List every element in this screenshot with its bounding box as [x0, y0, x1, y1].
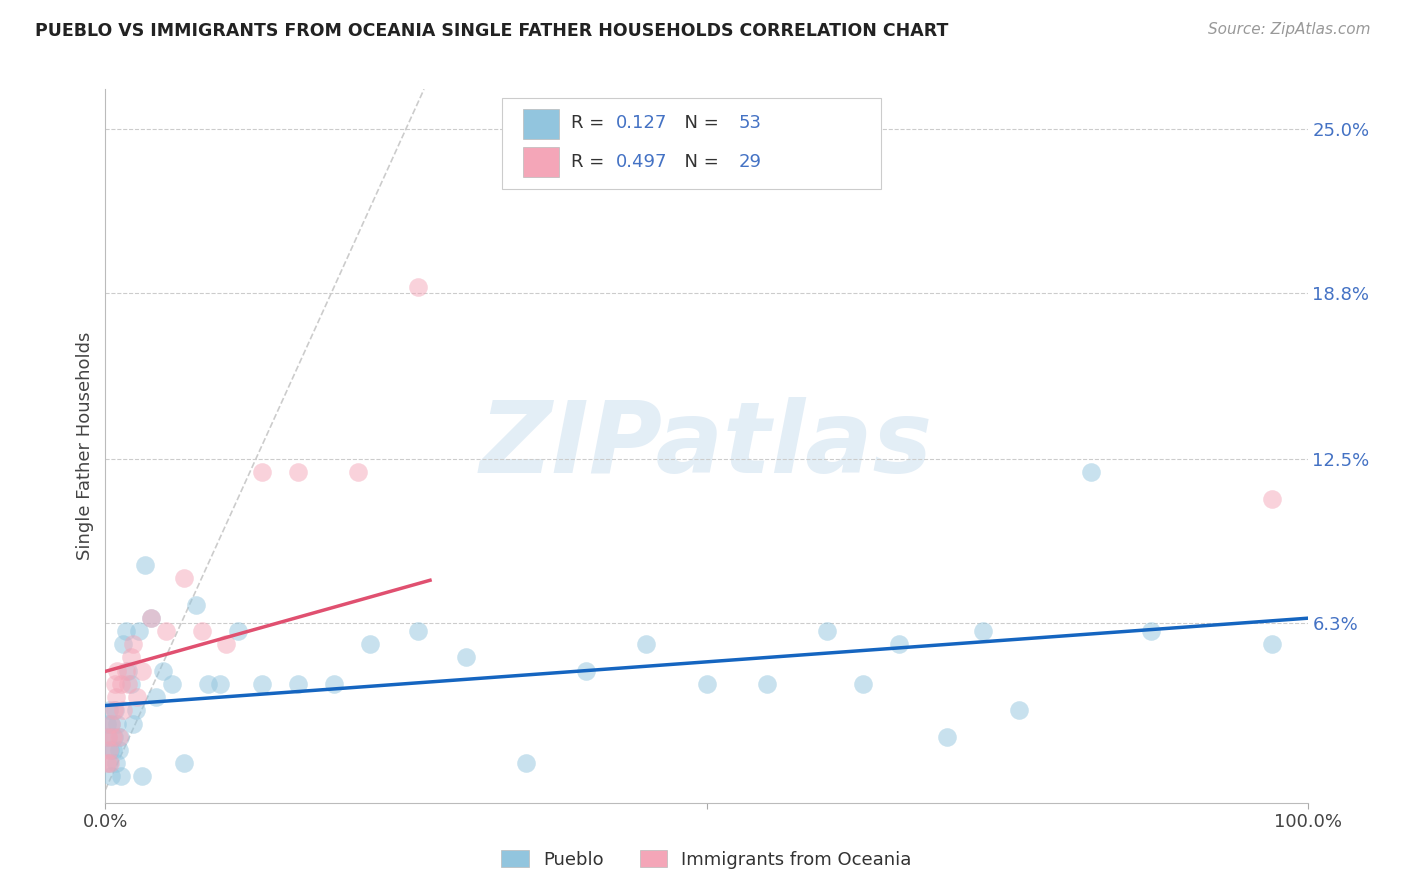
Point [155, 624, 177, 638]
Point [755, 677, 778, 691]
Point [98, 756, 121, 771]
Point [97, 730, 120, 744]
Text: N =: N = [673, 114, 724, 132]
Point [107, 730, 129, 744]
Point [1260, 637, 1282, 651]
Point [100, 716, 122, 731]
Point [406, 280, 429, 294]
Point [226, 624, 249, 638]
Point [250, 677, 273, 691]
Y-axis label: Single Father Households: Single Father Households [76, 332, 94, 560]
Point [117, 664, 139, 678]
Point [96, 716, 118, 731]
Text: R =: R = [571, 114, 610, 132]
Point [125, 690, 148, 704]
Point [347, 466, 370, 480]
Point [972, 624, 994, 638]
Text: N =: N = [673, 153, 724, 171]
Point [250, 466, 273, 480]
FancyBboxPatch shape [523, 147, 558, 178]
Point [190, 624, 212, 638]
Point [184, 598, 207, 612]
Point [105, 756, 128, 771]
Point [173, 756, 195, 771]
Point [852, 677, 875, 691]
Point [98, 703, 121, 717]
Point [103, 730, 125, 744]
Point [112, 637, 135, 651]
Point [160, 677, 183, 691]
Point [131, 664, 153, 678]
Point [96, 756, 118, 771]
Point [636, 637, 658, 651]
Text: PUEBLO VS IMMIGRANTS FROM OCEANIA SINGLE FATHER HOUSEHOLDS CORRELATION CHART: PUEBLO VS IMMIGRANTS FROM OCEANIA SINGLE… [35, 22, 949, 40]
Point [173, 571, 195, 585]
Point [101, 730, 124, 744]
Point [515, 756, 537, 771]
Point [98, 743, 121, 757]
Point [108, 730, 131, 744]
Point [322, 677, 344, 691]
FancyBboxPatch shape [502, 98, 880, 189]
Point [110, 677, 132, 691]
Point [104, 677, 127, 691]
Point [115, 624, 138, 638]
Point [887, 637, 910, 651]
Point [117, 677, 139, 691]
Point [101, 743, 124, 757]
Point [120, 650, 142, 665]
Point [454, 650, 477, 665]
Point [1008, 703, 1031, 717]
Point [110, 769, 132, 783]
Point [98, 743, 121, 757]
Point [131, 769, 153, 783]
Text: 53: 53 [740, 114, 762, 132]
Point [359, 637, 381, 651]
Point [103, 703, 125, 717]
Point [815, 624, 838, 638]
Point [105, 690, 128, 704]
Point [406, 624, 429, 638]
Point [120, 677, 142, 691]
Text: 29: 29 [740, 153, 762, 171]
Point [122, 716, 145, 731]
Point [128, 624, 150, 638]
Point [122, 637, 145, 651]
Point [214, 637, 236, 651]
Point [112, 703, 135, 717]
FancyBboxPatch shape [523, 109, 558, 139]
Point [115, 664, 138, 678]
Point [107, 743, 129, 757]
Point [936, 730, 959, 744]
Point [139, 611, 162, 625]
Text: 0.127: 0.127 [616, 114, 668, 132]
Point [139, 611, 162, 625]
Text: R =: R = [571, 153, 610, 171]
Legend: Pueblo, Immigrants from Oceania: Pueblo, Immigrants from Oceania [495, 843, 918, 876]
Text: Source: ZipAtlas.com: Source: ZipAtlas.com [1208, 22, 1371, 37]
Point [107, 716, 129, 731]
Point [134, 558, 156, 572]
Point [97, 730, 120, 744]
Point [1080, 466, 1102, 480]
Point [575, 664, 598, 678]
Point [1260, 491, 1282, 506]
Point [1140, 624, 1163, 638]
Point [124, 703, 146, 717]
Text: 0.497: 0.497 [616, 153, 668, 171]
Text: ZIPatlas: ZIPatlas [479, 398, 934, 494]
Point [287, 466, 309, 480]
Point [98, 756, 121, 771]
Point [104, 703, 127, 717]
Point [287, 677, 309, 691]
Point [208, 677, 231, 691]
Point [107, 664, 129, 678]
Point [696, 677, 718, 691]
Point [197, 677, 219, 691]
Point [152, 664, 174, 678]
Point [145, 690, 167, 704]
Point [100, 716, 122, 731]
Point [100, 769, 122, 783]
